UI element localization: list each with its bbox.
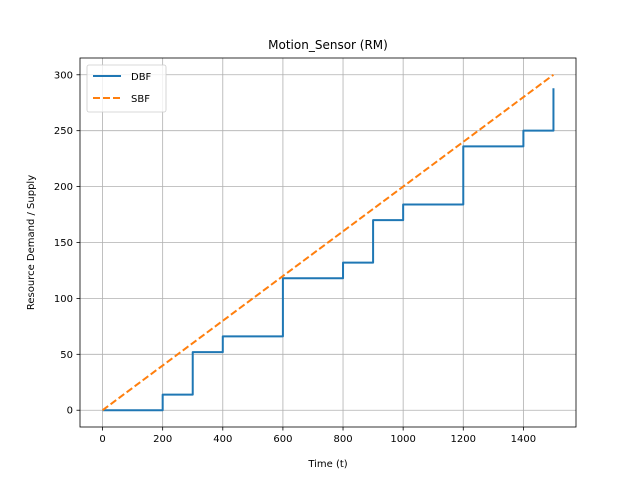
x-tick-label: 1000 bbox=[390, 434, 415, 445]
legend-label-dbf: DBF bbox=[131, 72, 152, 83]
x-tick-label: 400 bbox=[213, 434, 232, 445]
x-axis-label: Time (t) bbox=[307, 459, 347, 470]
legend-box bbox=[86, 64, 167, 113]
series-group bbox=[101, 73, 555, 412]
grid bbox=[80, 58, 576, 427]
series-line-sbf bbox=[101, 73, 555, 412]
series-line-dbf bbox=[102, 88, 555, 412]
y-tick-label: 100 bbox=[54, 294, 73, 305]
y-axis-label: Resource Demand / Supply bbox=[26, 175, 37, 310]
x-tick-label: 1400 bbox=[511, 434, 536, 445]
x-tick-label: 200 bbox=[153, 434, 172, 445]
x-tick-label: 800 bbox=[333, 434, 352, 445]
y-tick-label: 150 bbox=[54, 238, 73, 249]
x-tick-label: 0 bbox=[99, 434, 105, 445]
y-tick-label: 0 bbox=[67, 406, 73, 417]
y-tick-label: 200 bbox=[54, 182, 73, 193]
y-tick-label: 50 bbox=[60, 350, 73, 361]
legend: DBF SBF bbox=[86, 64, 167, 113]
x-tick-label: 1200 bbox=[451, 434, 476, 445]
x-tick-label: 600 bbox=[273, 434, 292, 445]
chart-title: Motion_Sensor (RM) bbox=[268, 38, 388, 52]
y-axis-ticks: 0 50 100 150 200 250 300 bbox=[54, 70, 80, 417]
y-tick-label: 250 bbox=[54, 126, 73, 137]
x-axis-ticks: 0 200 400 600 800 1000 1200 1400 bbox=[99, 427, 536, 445]
legend-label-sbf: SBF bbox=[131, 94, 150, 105]
y-tick-label: 300 bbox=[54, 70, 73, 81]
